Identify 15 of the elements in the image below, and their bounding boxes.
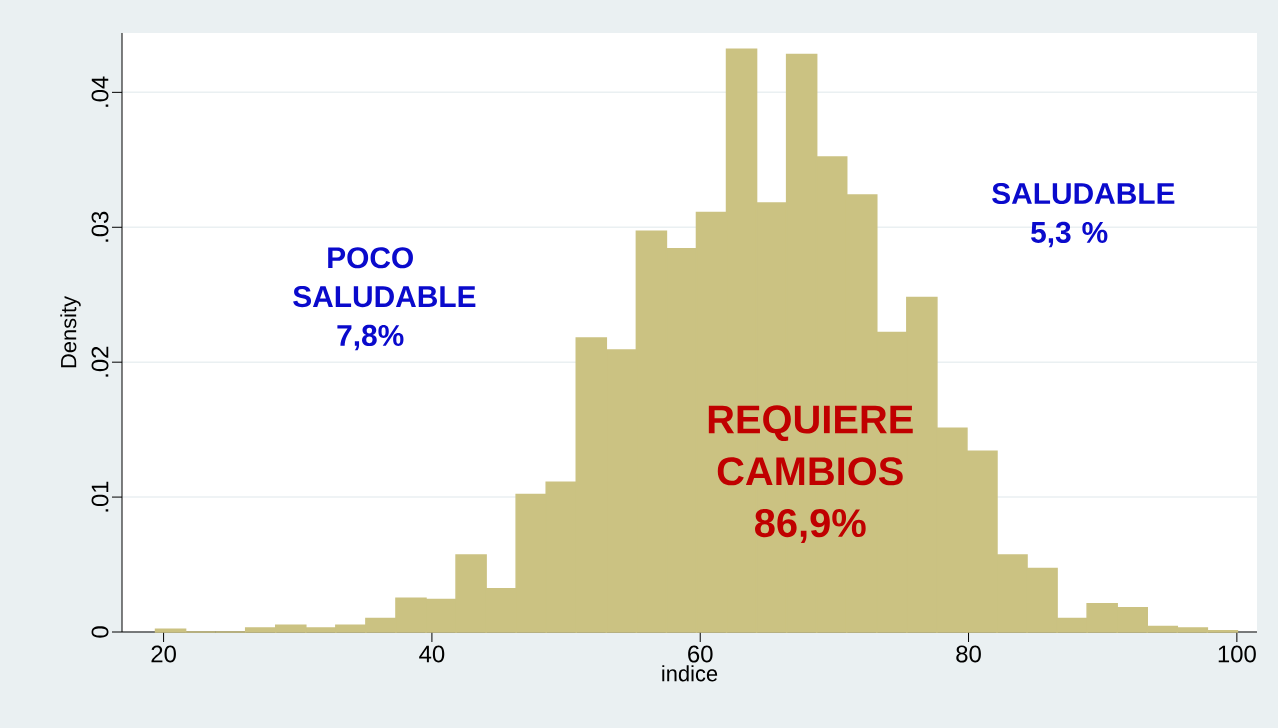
- y-tick-label: .03: [91, 211, 109, 242]
- x-tick-label: 100: [1218, 645, 1256, 663]
- y-tick-label: .01: [91, 481, 109, 512]
- x-tick-label: 40: [419, 645, 445, 663]
- x-tick-label: 20: [151, 645, 176, 663]
- annotation: REQUIERE CAMBIOS 86,9%: [708, 405, 913, 543]
- y-tick-label: .02: [91, 346, 109, 377]
- x-tick-label: 60: [688, 645, 713, 663]
- annotation: SALUDABLE 5,3 %: [992, 182, 1175, 248]
- x-axis-title: indice: [662, 665, 718, 682]
- annotation: POCO SALUDABLE 7,8%: [293, 247, 476, 351]
- y-tick-label: 0: [91, 626, 109, 638]
- y-axis-title: Density: [60, 296, 81, 368]
- y-tick-label: .04: [91, 76, 109, 107]
- x-tick-label: 80: [956, 645, 981, 663]
